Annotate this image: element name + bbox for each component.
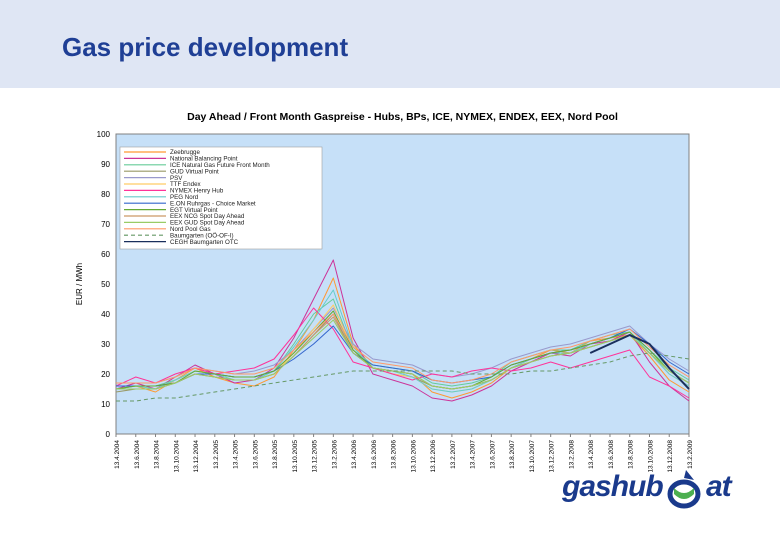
x-tick-label: 13.8.2004	[154, 440, 161, 469]
slide-title: Gas price development	[62, 32, 349, 62]
x-tick-label: 13.12.2005	[312, 440, 319, 473]
x-tick-label: 13.10.2006	[410, 440, 417, 473]
y-tick-label: 0	[106, 430, 111, 439]
chart-title: Day Ahead / Front Month Gaspreise - Hubs…	[187, 111, 618, 123]
logo-emblem-icon	[667, 470, 701, 509]
x-tick-label: 13.6.2005	[252, 440, 259, 469]
chart: Day Ahead / Front Month Gaspreise - Hubs…	[68, 100, 696, 485]
x-tick-label: 13.12.2007	[549, 440, 556, 473]
series-line	[116, 319, 690, 390]
x-tick-label: 13.2.2009	[687, 440, 694, 469]
header-band	[0, 0, 780, 88]
x-tick-label: 13.2.2005	[213, 440, 220, 469]
legend-entry: TTF Endex	[170, 181, 202, 188]
legend-entry: National Balancing Point	[170, 156, 238, 163]
logo-text-right: at	[706, 470, 732, 503]
x-tick-label: 13.4.2005	[233, 440, 240, 469]
x-tick-label: 13.6.2008	[608, 440, 615, 469]
legend-entry: ICE Natural Gas Future Front Month	[170, 162, 270, 169]
logo-text-left: gashub	[562, 470, 664, 503]
series-line	[589, 334, 690, 390]
x-tick-label: 13.6.2004	[134, 440, 141, 469]
legend-entry: Nord Pool Gas	[170, 226, 211, 233]
x-tick-label: 13.8.2008	[628, 440, 635, 469]
y-axis-label: EUR / MWh	[75, 263, 84, 305]
legend-entry: PEG Nord	[170, 194, 199, 201]
x-tick-label: 13.2.2007	[450, 440, 457, 469]
legend-entry: NYMEX Henry Hub	[170, 188, 224, 195]
x-tick-label: 13.4.2007	[470, 440, 477, 469]
y-tick-label: 70	[101, 220, 110, 229]
x-tick-label: 13.4.2004	[114, 440, 121, 469]
y-tick-label: 100	[97, 130, 111, 139]
x-tick-label: 13.2.2006	[331, 440, 338, 469]
x-tick-label: 13.8.2007	[509, 440, 516, 469]
y-tick-label: 30	[101, 340, 110, 349]
y-tick-label: 90	[101, 160, 110, 169]
chart-svg: Day Ahead / Front Month Gaspreise - Hubs…	[75, 111, 694, 473]
x-tick-label: 13.12.2008	[667, 440, 674, 473]
y-tick-label: 40	[101, 310, 110, 319]
y-tick-label: 50	[101, 280, 110, 289]
legend-entry: PSV	[170, 175, 183, 182]
x-tick-label: 13.12.2006	[430, 440, 437, 473]
x-tick-label: 13.4.2006	[351, 440, 358, 469]
x-tick-label: 13.10.2005	[292, 440, 299, 473]
y-tick-label: 10	[101, 400, 110, 409]
legend-entry: CEGH Baumgarten OTC	[170, 239, 239, 246]
y-tick-label: 80	[101, 190, 110, 199]
legend-entry: Baumgarten (OÖ-OF-I)	[170, 232, 234, 239]
y-tick-label: 60	[101, 250, 110, 259]
legend-entry: EEX GUD Spot Day Ahead	[170, 220, 245, 227]
x-tick-label: 13.12.2004	[193, 440, 200, 473]
y-tick-label: 20	[101, 370, 110, 379]
x-tick-label: 13.8.2006	[391, 440, 398, 469]
x-tick-label: 13.8.2005	[272, 440, 279, 469]
legend-entry: E.ON Ruhrgas - Choice Market	[170, 200, 256, 207]
x-tick-label: 13.2.2008	[568, 440, 575, 469]
legend-entry: EGT Virtual Point	[170, 207, 218, 214]
x-tick-label: 13.10.2007	[529, 440, 536, 473]
series-line	[116, 352, 690, 402]
x-tick-label: 13.6.2006	[371, 440, 378, 469]
legend-entry: GUD Virtual Point	[170, 168, 219, 175]
x-tick-label: 13.4.2008	[588, 440, 595, 469]
legend-entry: EEX NCG Spot Day Ahead	[170, 213, 245, 220]
legend-box	[119, 146, 323, 250]
x-tick-label: 13.10.2008	[647, 440, 654, 473]
gashub-logo: gashub at	[562, 466, 762, 516]
series-line	[116, 313, 690, 384]
legend-entry: Zeebrugge	[170, 149, 200, 156]
x-tick-label: 13.10.2004	[173, 440, 180, 473]
x-tick-label: 13.6.2007	[489, 440, 496, 469]
